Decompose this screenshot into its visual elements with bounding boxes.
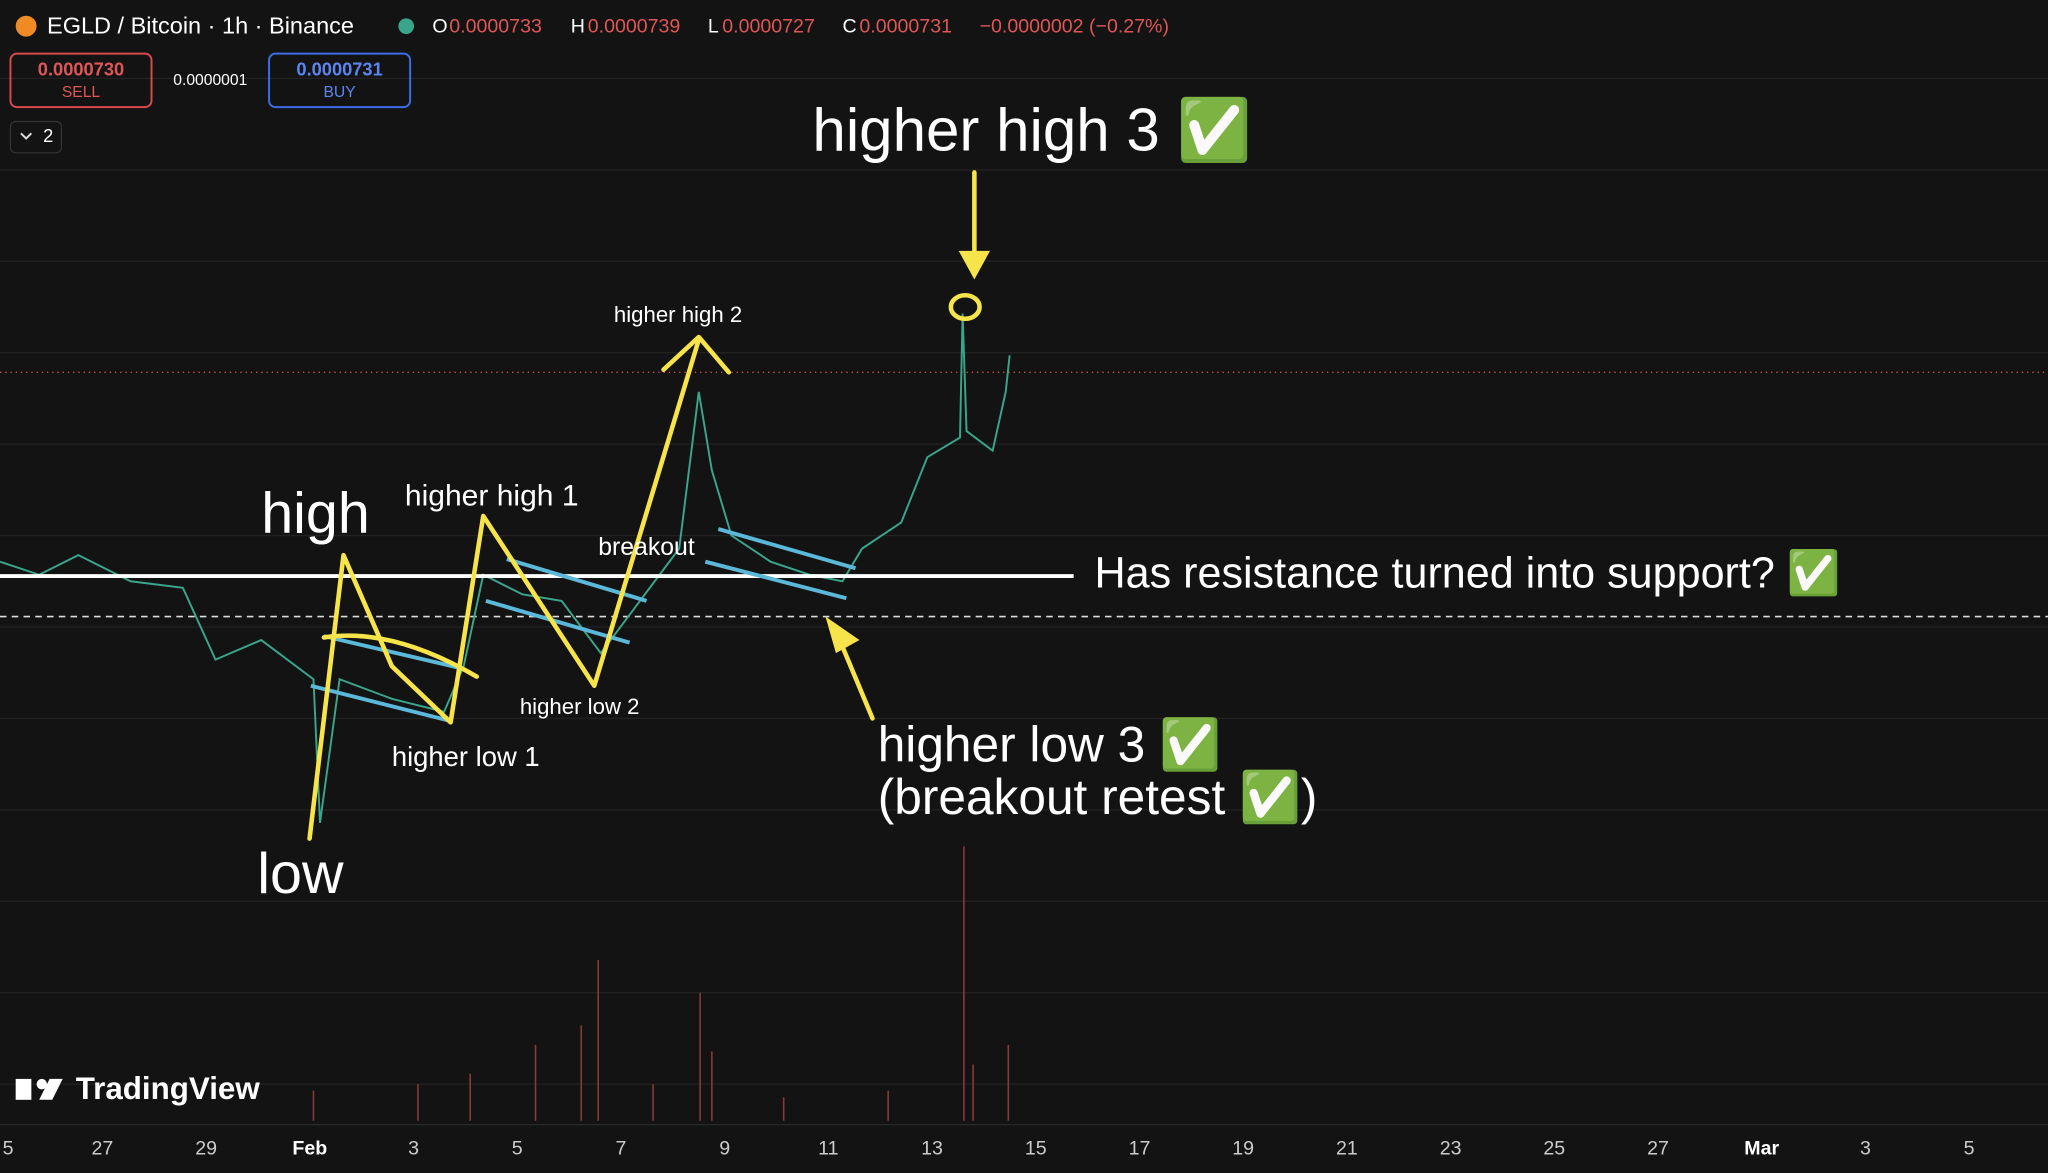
- x-axis-label: 5: [3, 1138, 14, 1160]
- o-label: O: [432, 16, 447, 38]
- label: (breakout retest ✅): [878, 769, 1318, 825]
- label: higher low 2: [520, 694, 640, 719]
- grid: [0, 77, 2048, 1085]
- c-value: 0.0000731: [859, 16, 952, 38]
- x-axis-label: 27: [92, 1138, 114, 1160]
- logo: TradingView: [15, 1071, 261, 1106]
- c-label: C: [842, 16, 856, 38]
- spread: 0.0000001: [173, 72, 247, 89]
- h-label: H: [571, 16, 585, 38]
- x-axis-label: 7: [615, 1138, 626, 1160]
- volume: [312, 846, 1010, 1121]
- h-value: 0.0000739: [588, 16, 681, 38]
- x-axis-label: 3: [408, 1138, 419, 1160]
- x-axis-label: 15: [1025, 1138, 1047, 1160]
- x-axis-label: 19: [1232, 1138, 1254, 1160]
- channels: [310, 527, 857, 723]
- arrowhead: [958, 250, 991, 280]
- logo-mark: [39, 1078, 63, 1100]
- price-line: [0, 313, 1011, 824]
- logo-mark: [15, 1078, 32, 1100]
- symbol-icon: [15, 15, 37, 37]
- indicators-toggle[interactable]: [9, 120, 63, 154]
- annotation-drawings: [307, 170, 982, 841]
- arrowhead: [825, 616, 860, 654]
- logo-text: TradingView: [76, 1071, 261, 1106]
- status-dot: [398, 18, 415, 35]
- l-label: L: [708, 16, 719, 38]
- x-axis-label: 25: [1543, 1138, 1565, 1160]
- x-axis-label: 5: [1964, 1138, 1975, 1160]
- x-axis: 5 27 29 Feb 3 5 7 9 11 13 15 17 19 21 23 25 27 Mar 3 5: [3, 1138, 1975, 1160]
- buy-button[interactable]: [268, 52, 412, 109]
- logo-mark: [36, 1078, 48, 1090]
- x-axis-label: 11: [818, 1138, 838, 1160]
- label: higher low 1: [392, 741, 540, 772]
- label: higher high 1: [405, 480, 579, 513]
- x-axis-label: 5: [512, 1138, 523, 1160]
- sell-button[interactable]: [9, 52, 153, 109]
- buy-label: BUY: [323, 84, 356, 101]
- label: Has resistance turned into support? ✅: [1095, 547, 1841, 597]
- label: breakout: [598, 534, 695, 561]
- header: EGLD / Bitcoin · 1h · Binance O 0.000073…: [15, 13, 1169, 39]
- chevron: [20, 132, 33, 140]
- label: higher high 2: [614, 302, 742, 327]
- symbol: EGLD / Bitcoin · 1h · Binance: [47, 13, 354, 39]
- x-axis-label: 9: [719, 1138, 730, 1160]
- l-value: 0.0000727: [722, 16, 815, 38]
- x-axis-label: Mar: [1744, 1138, 1779, 1160]
- x-axis-label: 29: [195, 1138, 217, 1160]
- buy-price: 0.0000731: [296, 58, 382, 79]
- x-axis-label: 27: [1647, 1138, 1669, 1160]
- label: high: [261, 481, 370, 545]
- change: −0.0000002 (−0.27%): [980, 16, 1169, 38]
- annotations: higher high 3 ✅ higher high 2 high highe…: [257, 95, 1840, 905]
- x-axis-label: 13: [921, 1138, 943, 1160]
- label: higher low 3 ✅: [878, 717, 1221, 773]
- x-axis-label: 3: [1860, 1138, 1871, 1160]
- indicators-count: 2: [43, 125, 53, 146]
- label: low: [257, 842, 344, 906]
- x-axis-label: Feb: [292, 1138, 327, 1160]
- o-value: 0.0000733: [449, 16, 542, 38]
- sell-label: SELL: [62, 84, 101, 101]
- x-axis-label: 17: [1129, 1138, 1151, 1160]
- sell-price: 0.0000730: [38, 58, 124, 79]
- x-axis-label: 23: [1440, 1138, 1462, 1160]
- label: higher high 3 ✅: [812, 95, 1251, 164]
- trade-panel: 0.0000730 SELL 0.0000001 0.0000731 BUY 2: [9, 52, 412, 154]
- x-axis-label: 21: [1336, 1138, 1358, 1160]
